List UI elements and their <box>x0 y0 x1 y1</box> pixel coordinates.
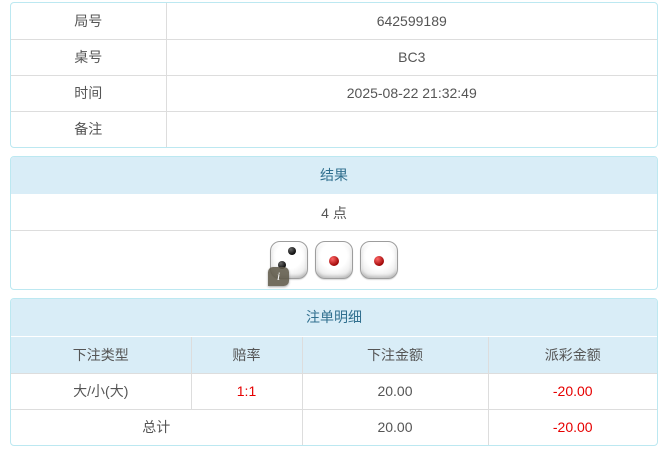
bet-row: 大/小(大) 1:1 20.00 -20.00 <box>11 373 657 410</box>
die-pip <box>329 255 339 266</box>
table-row: 局号 642599189 <box>11 3 657 40</box>
table-id-value: BC3 <box>166 39 657 76</box>
round-id-label: 局号 <box>11 3 167 40</box>
table-row: 时间 2025-08-22 21:32:49 <box>11 75 657 112</box>
die-pip <box>287 246 296 255</box>
bet-type-cell: 大/小(大) <box>11 373 192 410</box>
table-id-label: 桌号 <box>11 39 167 76</box>
table-header-row: 下注类型 赔率 下注金额 派彩金额 <box>11 337 657 374</box>
time-value: 2025-08-22 21:32:49 <box>166 75 657 112</box>
total-label-cell: 总计 <box>11 409 303 445</box>
col-header-payout-amount: 派彩金额 <box>488 337 657 374</box>
round-id-value: 642599189 <box>166 3 657 40</box>
time-label: 时间 <box>11 75 167 112</box>
col-header-bet-amount: 下注金额 <box>302 337 489 374</box>
col-header-odds: 赔率 <box>191 337 303 374</box>
die-pip <box>278 260 287 269</box>
table-row: 桌号 BC3 <box>11 39 657 76</box>
die-pip <box>374 255 384 266</box>
total-row: 总计 20.00 -20.00 <box>11 409 657 445</box>
round-info-panel: 局号 642599189 桌号 BC3 时间 2025-08-22 21:32:… <box>10 2 658 148</box>
col-header-bet-type: 下注类型 <box>11 337 192 374</box>
dice-row: i <box>11 231 657 289</box>
bet-amount-cell: 20.00 <box>302 373 489 410</box>
remark-value <box>166 111 657 147</box>
table-row: 备注 <box>11 111 657 147</box>
result-points: 4 点 <box>11 195 657 231</box>
bet-odds-cell: 1:1 <box>191 373 303 410</box>
die-face-1 <box>360 241 398 279</box>
result-panel-title: 结果 <box>11 157 657 195</box>
total-payout-cell: -20.00 <box>552 419 593 436</box>
round-info-table: 局号 642599189 桌号 BC3 时间 2025-08-22 21:32:… <box>11 3 657 147</box>
bet-detail-table: 下注类型 赔率 下注金额 派彩金额 大/小(大) 1:1 20.00 -20.0… <box>11 337 657 445</box>
bet-detail-panel-title: 注单明细 <box>11 299 657 337</box>
total-amount-cell: 20.00 <box>302 409 489 445</box>
bet-payout-cell: -20.00 <box>488 373 657 410</box>
info-icon[interactable]: i <box>268 267 289 286</box>
remark-label: 备注 <box>11 111 167 147</box>
result-panel: 结果 4 点 i <box>10 156 658 290</box>
bet-detail-panel: 注单明细 下注类型 赔率 下注金额 派彩金额 大/小(大) 1:1 20.00 … <box>10 298 658 446</box>
die-face-1 <box>315 241 353 279</box>
